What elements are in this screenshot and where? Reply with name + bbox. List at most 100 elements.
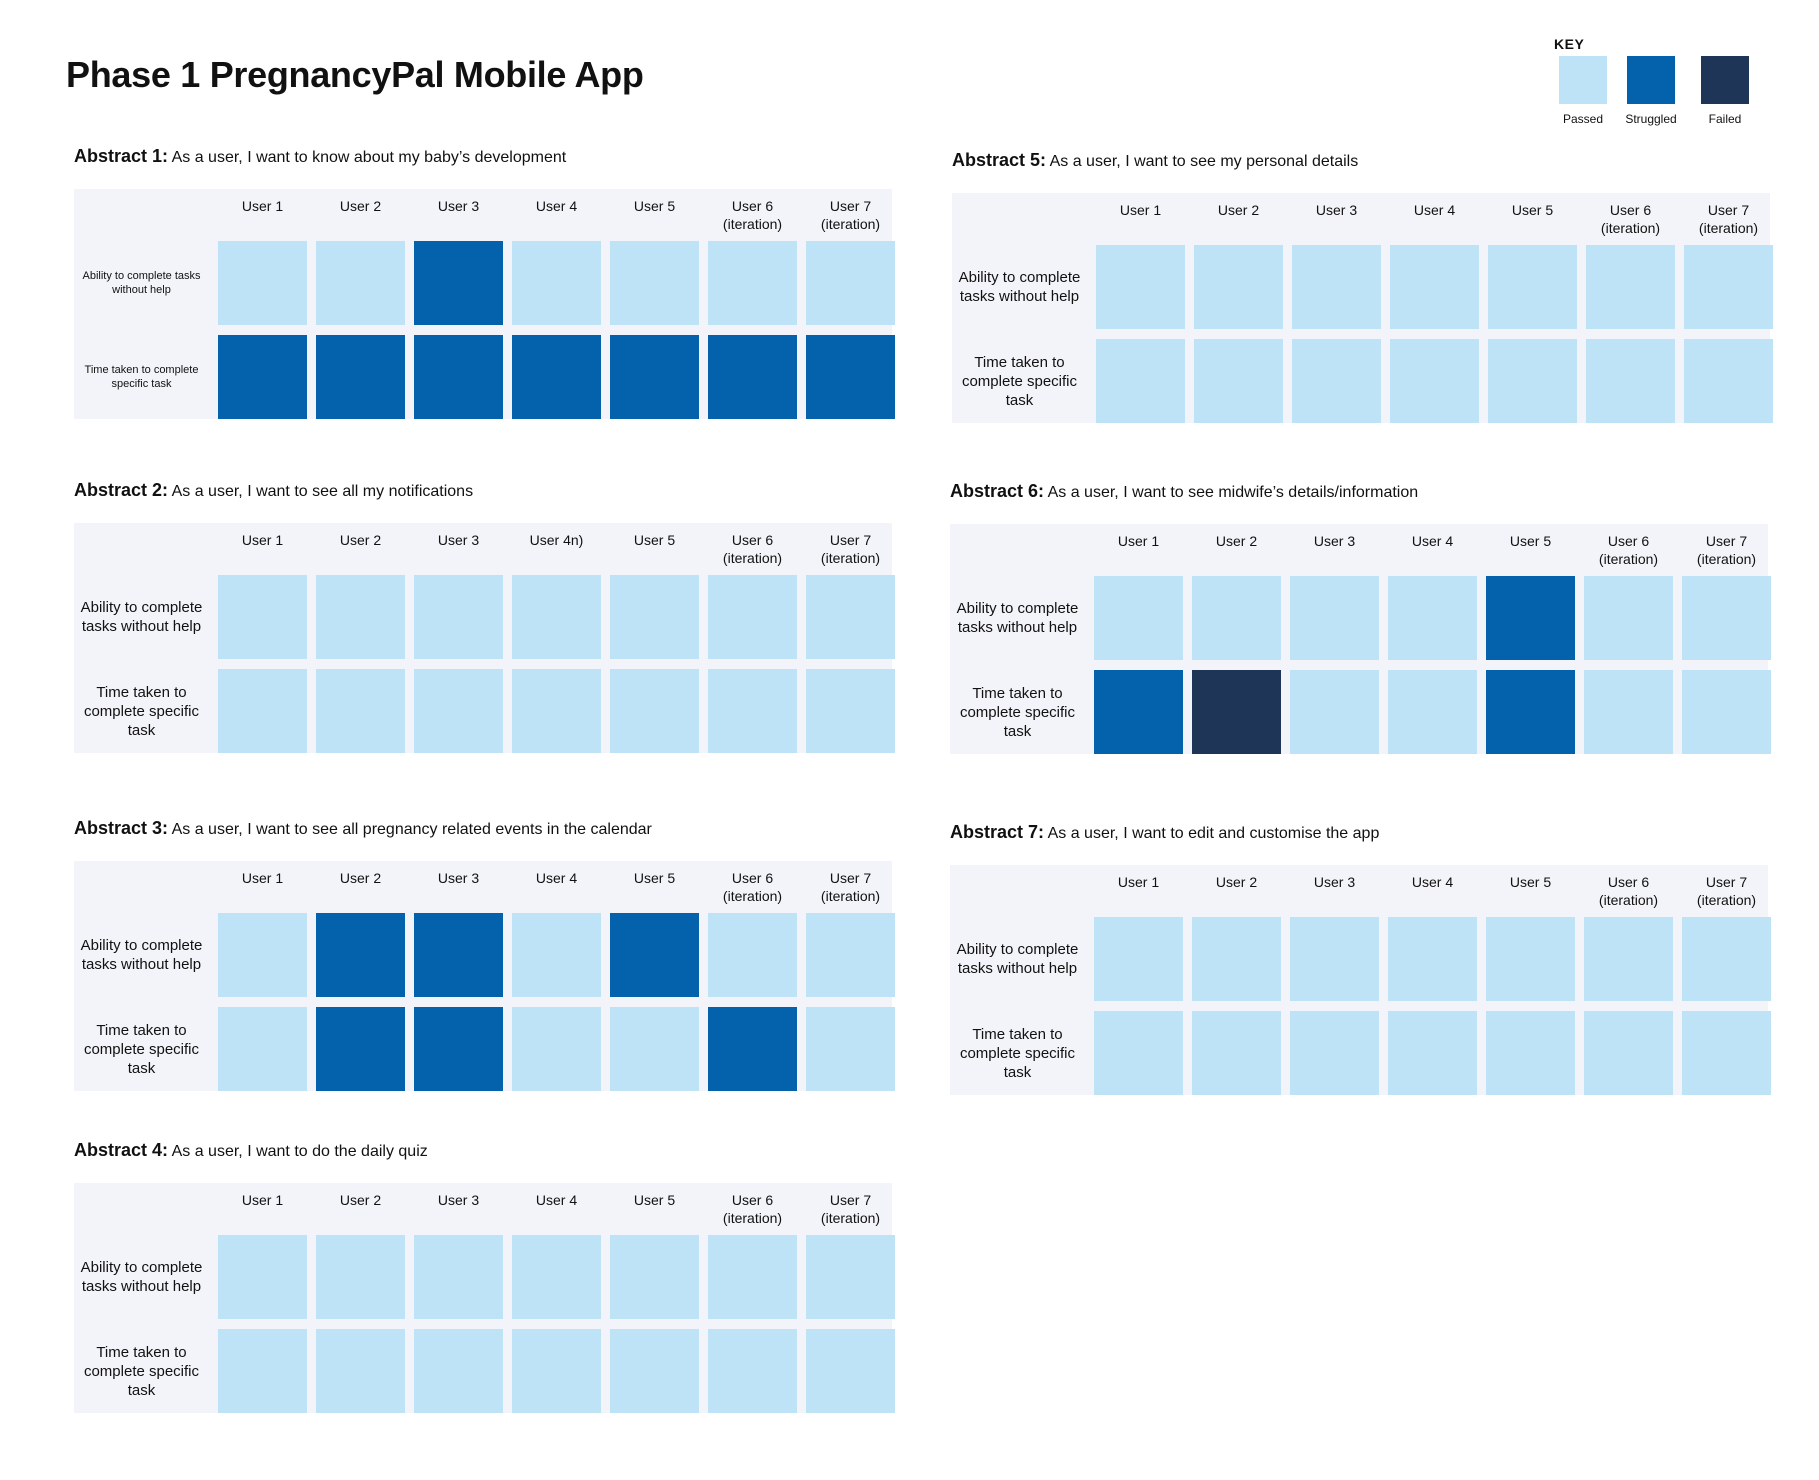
column-header-user: User 2 [339, 870, 382, 886]
abstract-heading: Abstract 5: As a user, I want to see my … [952, 150, 1772, 171]
result-cell-struggled [316, 335, 405, 419]
result-cell-passed [512, 241, 601, 325]
result-cell-passed [512, 1329, 601, 1413]
result-cell-passed [1488, 245, 1577, 329]
column-header-user: User 7 (iteration) [1698, 202, 1759, 236]
result-cell-passed [1096, 339, 1185, 423]
result-cell-passed [218, 1329, 307, 1413]
column-header-user: User 6 (iteration) [1598, 874, 1659, 908]
column-header-user: User 2 [339, 198, 382, 214]
abstract-section: Abstract 1: As a user, I want to know ab… [74, 146, 895, 419]
abstract-story: As a user, I want to see my personal det… [1049, 153, 1359, 170]
column-header-user: User 4 [1411, 533, 1454, 549]
result-cell-passed [1388, 576, 1477, 660]
result-cell-passed [708, 241, 797, 325]
result-cell-passed [708, 1329, 797, 1413]
result-cell-passed [218, 241, 307, 325]
result-cell-passed [316, 669, 405, 753]
column-header-user: User 1 [241, 532, 284, 548]
result-cell-passed [1292, 245, 1381, 329]
grid-corner [952, 193, 1087, 235]
result-cell-struggled [414, 335, 503, 419]
results-grid: User 1 User 2 User 3 User 4 User 5 User 6 (it… [950, 524, 1771, 754]
legend-swatch-struggled [1627, 56, 1675, 104]
column-header-user: User 1 [1119, 202, 1162, 218]
result-cell-struggled [708, 1007, 797, 1091]
result-cell-passed [512, 1235, 601, 1319]
result-cell-passed [806, 913, 895, 997]
grid-corner [74, 189, 209, 231]
abstract-section: Abstract 2: As a user, I want to see all… [74, 480, 895, 753]
results-grid: User 1 User 2 User 3 User 4 User 5 User 6 (it… [74, 1183, 895, 1413]
column-header-user: User 2 [339, 532, 382, 548]
legend-item-passed: Passed [1548, 56, 1618, 126]
legend-item-failed: Failed [1690, 56, 1760, 126]
column-header-user: User 6 (iteration) [1600, 202, 1661, 236]
row-label-time: Time taken to complete specific task [961, 353, 1078, 409]
column-header-user: User 3 [1315, 202, 1358, 218]
column-header-user: User 7 (iteration) [820, 1192, 881, 1226]
result-cell-passed [1194, 339, 1283, 423]
grid-corner [950, 865, 1085, 907]
result-cell-struggled [1486, 576, 1575, 660]
legend-label-struggled: Struggled [1625, 112, 1677, 126]
result-cell-passed [1584, 670, 1673, 754]
result-cell-failed [1192, 670, 1281, 754]
result-cell-passed [1290, 917, 1379, 1001]
result-cell-passed [1096, 245, 1185, 329]
result-cell-struggled [414, 913, 503, 997]
abstract-heading: Abstract 3: As a user, I want to see all… [74, 818, 894, 839]
column-header-user: User 2 [1215, 533, 1258, 549]
column-header-user: User 7 (iteration) [820, 198, 881, 232]
result-cell-struggled [316, 1007, 405, 1091]
abstract-story: As a user, I want to do the daily quiz [171, 1143, 428, 1160]
result-cell-passed [218, 575, 307, 659]
result-cell-passed [610, 575, 699, 659]
column-header-user: User 6 (iteration) [722, 532, 783, 566]
column-header-user: User 5 [1509, 533, 1552, 549]
result-cell-struggled [610, 913, 699, 997]
column-header-user: User 7 (iteration) [1696, 874, 1757, 908]
abstract-section: Abstract 4: As a user, I want to do the … [74, 1140, 895, 1413]
column-header-user: User 4 [535, 870, 578, 886]
result-cell-passed [806, 669, 895, 753]
column-header-user: User 6 (iteration) [722, 198, 783, 232]
column-header-user: User 7 (iteration) [820, 870, 881, 904]
legend-label-failed: Failed [1708, 112, 1742, 126]
column-header-user: User 3 [437, 1192, 480, 1208]
result-cell-passed [1682, 917, 1771, 1001]
result-cell-passed [1684, 339, 1773, 423]
result-cell-passed [512, 575, 601, 659]
column-header-user: User 5 [633, 870, 676, 886]
row-label-ability: Ability to complete tasks without help [80, 1259, 203, 1295]
legend-item-struggled: Struggled [1616, 56, 1686, 126]
result-cell-passed [218, 669, 307, 753]
result-cell-passed [610, 1329, 699, 1413]
result-cell-passed [414, 669, 503, 753]
result-cell-passed [414, 1235, 503, 1319]
column-header-user: User 5 [1509, 874, 1552, 890]
column-header-user: User 3 [1313, 874, 1356, 890]
results-grid: User 1 User 2 User 3 User 4 User 5 User 6 (it… [74, 861, 895, 1091]
result-cell-struggled [806, 335, 895, 419]
result-cell-passed [414, 575, 503, 659]
result-cell-passed [1290, 576, 1379, 660]
column-header-user: User 2 [339, 1192, 382, 1208]
abstract-heading: Abstract 2: As a user, I want to see all… [74, 480, 894, 501]
result-cell-passed [1682, 670, 1771, 754]
result-cell-passed [316, 241, 405, 325]
abstract-label: Abstract 5: [952, 150, 1047, 170]
result-cell-passed [1390, 339, 1479, 423]
column-header-user: User 3 [1313, 533, 1356, 549]
abstract-label: Abstract 7: [950, 822, 1045, 842]
result-cell-passed [1586, 339, 1675, 423]
result-cell-struggled [414, 1007, 503, 1091]
grid-corner [74, 523, 209, 565]
result-cell-passed [1682, 1011, 1771, 1095]
column-header-user: User 3 [437, 870, 480, 886]
grid-corner [950, 524, 1085, 566]
result-cell-passed [806, 1007, 895, 1091]
row-label-ability: Ability to complete tasks without help [80, 599, 203, 635]
result-cell-passed [610, 1235, 699, 1319]
column-header-user: User 7 (iteration) [1696, 533, 1757, 567]
